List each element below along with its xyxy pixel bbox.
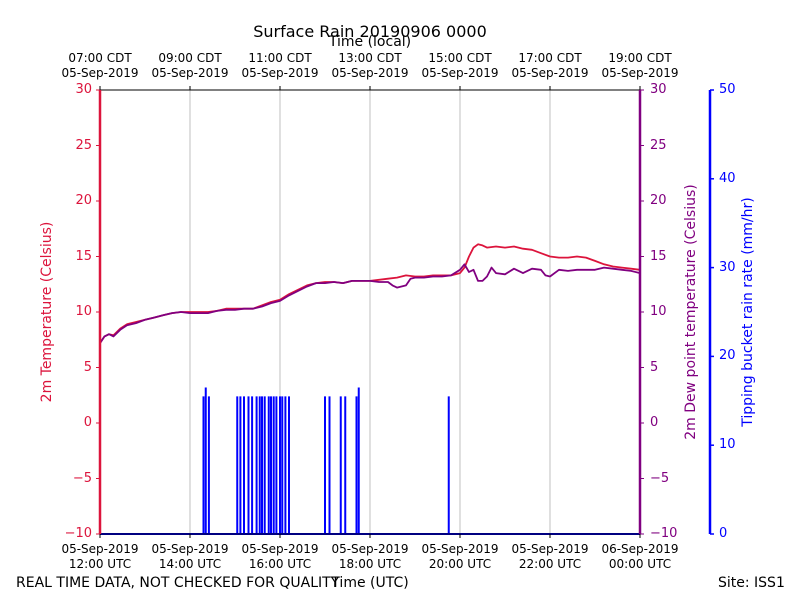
bottom-tick-label-time: 12:00 UTC <box>68 557 132 571</box>
vertical-grid <box>189 90 551 534</box>
top-tick-label-time: 07:00 CDT <box>68 51 132 65</box>
rain-tick-label: 20 <box>719 348 736 364</box>
bottom-tick-label-date: 05-Sep-2019 <box>421 542 499 556</box>
right-tick-label: 20 <box>650 193 667 208</box>
top-tick-label-time: 15:00 CDT <box>428 51 492 65</box>
left-tick-label: 20 <box>75 193 92 208</box>
bottom-tick-label-date: 05-Sep-2019 <box>151 542 229 556</box>
right-tick-label: 15 <box>650 248 667 264</box>
bottom-tick-label-date: 05-Sep-2019 <box>241 542 319 556</box>
axis-ticks <box>96 86 714 538</box>
bottom-tick-label-time: 20:00 UTC <box>428 557 492 571</box>
top-tick-label-date: 05-Sep-2019 <box>241 66 319 80</box>
top-tick-label-date: 05-Sep-2019 <box>511 66 589 80</box>
top-tick-label-date: 05-Sep-2019 <box>421 66 499 80</box>
bottom-tick-label-time: 18:00 UTC <box>338 557 402 571</box>
left-tick-label: 10 <box>75 304 92 319</box>
bottom-tick-label-time: 22:00 UTC <box>518 557 582 571</box>
top-tick-label-date: 05-Sep-2019 <box>61 66 139 80</box>
right-axis-label: 2m Dew point temperature (Celsius) <box>683 184 699 440</box>
left-axis-label: 2m Temperature (Celsius) <box>39 221 55 403</box>
right-tick-label: 10 <box>650 304 667 319</box>
left-tick-label: 15 <box>75 248 92 264</box>
top-tick-label-date: 05-Sep-2019 <box>331 66 409 80</box>
rain-tick-label: 30 <box>719 259 736 275</box>
right-tick-label: −10 <box>650 526 678 541</box>
dewpoint-series <box>99 263 641 344</box>
rain-rate-series <box>100 387 640 535</box>
right-tick-label: 30 <box>650 82 667 97</box>
right-tick-label: 0 <box>650 415 659 430</box>
right-tick-label: 25 <box>650 137 667 153</box>
right-tick-label: −5 <box>650 470 670 486</box>
top-tick-label-time: 11:00 CDT <box>248 51 312 65</box>
bottom-tick-label-date: 05-Sep-2019 <box>511 542 589 556</box>
top-axis-label: Time (local) <box>328 34 412 50</box>
left-tick-label: 25 <box>75 137 92 153</box>
bottom-tick-label-time: 14:00 UTC <box>158 557 222 571</box>
chart-title: Surface Rain 20190906 0000 <box>253 22 487 41</box>
bottom-tick-label-time: 16:00 UTC <box>248 557 312 571</box>
top-tick-label-date: 05-Sep-2019 <box>151 66 229 80</box>
left-tick-label: −5 <box>72 470 92 486</box>
rain-tick-label: 0 <box>719 526 728 541</box>
left-tick-label: 0 <box>83 415 92 430</box>
bottom-tick-label-time: 00:00 UTC <box>608 557 672 571</box>
bottom-axis-label: Time (UTC) <box>331 575 409 591</box>
quality-note: REAL TIME DATA, NOT CHECKED FOR QUALITY <box>16 575 340 591</box>
top-tick-label-time: 19:00 CDT <box>608 51 672 65</box>
left-tick-label: −10 <box>64 526 92 541</box>
rain-tick-label: 10 <box>719 437 736 453</box>
rain-tick-label: 40 <box>719 170 736 186</box>
rain-axis-label: Tipping bucket rain rate (mm/hr) <box>740 197 756 427</box>
site-label: Site: ISS1 <box>718 575 785 591</box>
left-tick-label: 30 <box>75 82 92 97</box>
dewpoint-line <box>99 263 641 344</box>
top-tick-label-time: 13:00 CDT <box>338 51 402 65</box>
top-tick-label-time: 17:00 CDT <box>518 51 582 65</box>
bottom-tick-label-date: 06-Sep-2019 <box>601 542 679 556</box>
left-tick-label: 5 <box>83 359 92 375</box>
top-tick-label-date: 05-Sep-2019 <box>601 66 679 80</box>
rain-tick-label: 50 <box>719 82 736 97</box>
bottom-tick-label-date: 05-Sep-2019 <box>61 542 139 556</box>
top-tick-label-time: 09:00 CDT <box>158 51 222 65</box>
bottom-tick-label-date: 05-Sep-2019 <box>331 542 409 556</box>
right-tick-label: 5 <box>650 359 659 375</box>
